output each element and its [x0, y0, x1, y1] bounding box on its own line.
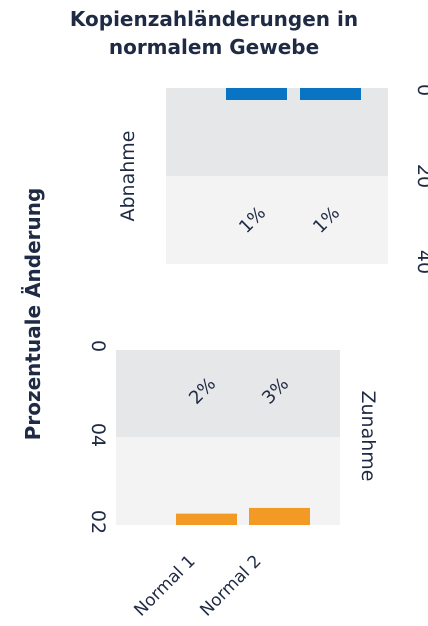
tick-abnahme-20: 20	[413, 164, 428, 188]
bar-zunahme-1	[176, 513, 237, 525]
panel-abnahme-band-bottom	[166, 176, 388, 264]
tick-zunahme-0: 0	[87, 340, 109, 352]
panel-zunahme-label: Zunahme	[357, 391, 379, 482]
bar-abnahme-2	[300, 88, 361, 100]
tick-zunahme-02: 02	[87, 510, 109, 534]
y-axis-label: Prozentuale Änderung	[21, 188, 45, 441]
category-label-1: Normal 1	[130, 551, 199, 620]
tick-abnahme-0: 0	[413, 84, 428, 96]
chart-title-line-1: Kopienzahländerungen in normalem Gewebe	[70, 7, 358, 59]
panel-abnahme: 1%1% Abnahme 02040	[117, 84, 428, 274]
tick-zunahme-04: 04	[87, 423, 109, 447]
panel-zunahme-band-top	[116, 350, 340, 437]
bar-abnahme-1	[226, 88, 287, 100]
bar-zunahme-2	[249, 507, 310, 525]
category-label-2: Normal 2	[196, 551, 265, 620]
panel-abnahme-label: Abnahme	[117, 131, 139, 222]
tick-abnahme-40: 40	[413, 250, 428, 274]
panel-abnahme-band-top	[166, 88, 388, 176]
